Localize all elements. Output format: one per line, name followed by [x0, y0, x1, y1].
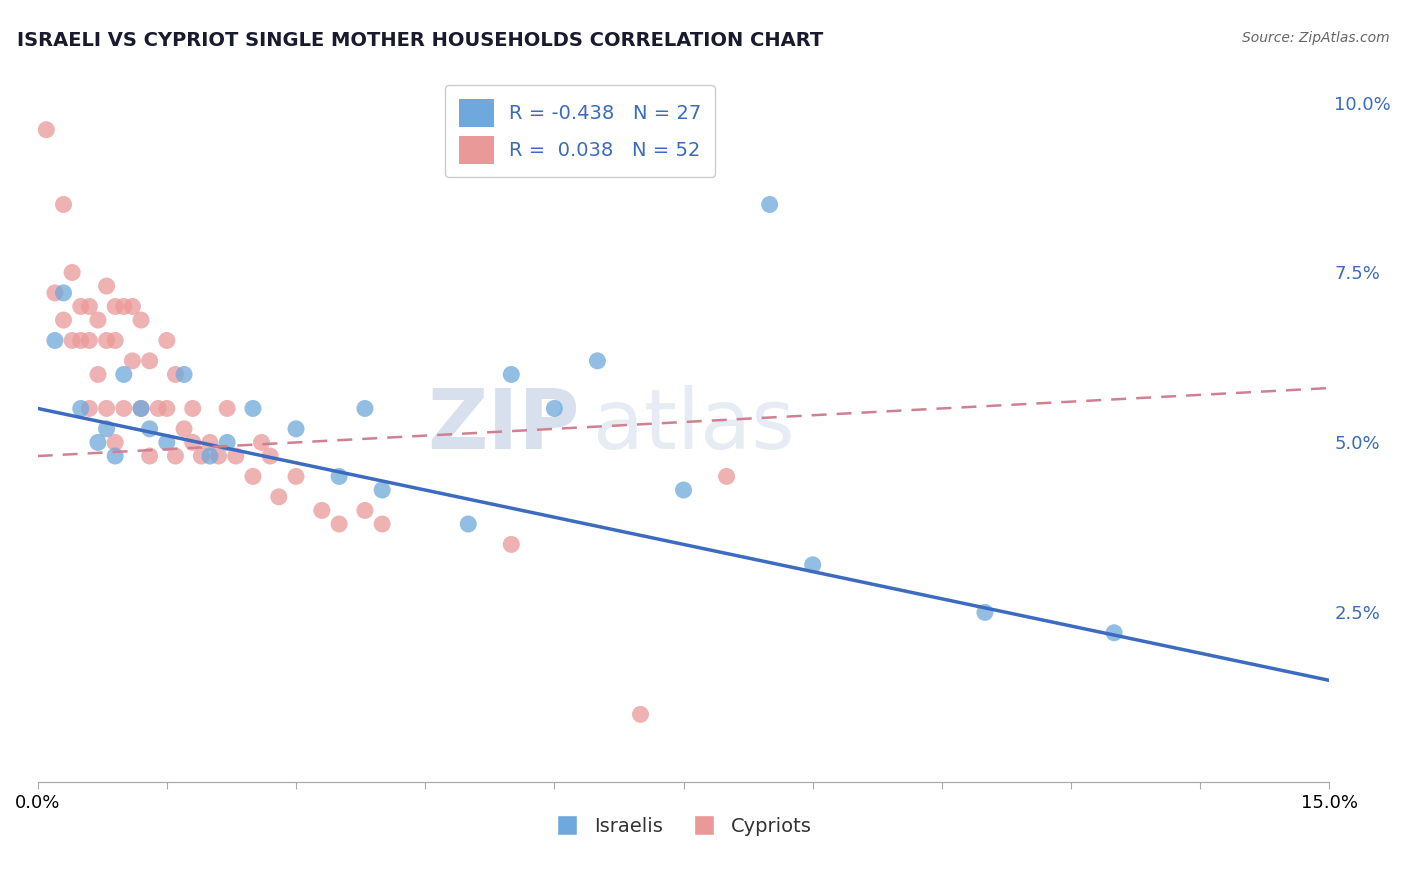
Point: [112, 401, 135, 416]
Point: [69, 300, 91, 314]
Point: [217, 401, 239, 416]
Point: [104, 449, 127, 463]
Point: [44, 285, 66, 300]
Point: [267, 490, 290, 504]
Point: [69, 334, 91, 348]
Point: [44, 334, 66, 348]
Point: [181, 435, 204, 450]
Point: [79, 334, 101, 348]
Point: [173, 422, 195, 436]
Point: [242, 469, 264, 483]
Point: [104, 334, 127, 348]
Point: [96, 401, 118, 416]
Point: [52, 313, 75, 327]
Point: [69, 401, 91, 416]
Point: [758, 197, 780, 211]
Text: ISRAELI VS CYPRIOT SINGLE MOTHER HOUSEHOLDS CORRELATION CHART: ISRAELI VS CYPRIOT SINGLE MOTHER HOUSEHO…: [17, 31, 823, 50]
Point: [60, 265, 83, 279]
Point: [225, 449, 247, 463]
Point: [60, 334, 83, 348]
Point: [165, 368, 187, 382]
Text: atlas: atlas: [593, 385, 794, 466]
Point: [52, 285, 75, 300]
Point: [138, 354, 160, 368]
Point: [52, 197, 75, 211]
Point: [173, 368, 195, 382]
Point: [87, 368, 110, 382]
Point: [104, 300, 127, 314]
Point: [138, 422, 160, 436]
Point: [974, 606, 997, 620]
Point: [198, 449, 221, 463]
Point: [112, 300, 135, 314]
Point: [129, 401, 152, 416]
Point: [354, 503, 377, 517]
Point: [79, 401, 101, 416]
Point: [207, 449, 229, 463]
Point: [156, 401, 179, 416]
Point: [285, 469, 308, 483]
Point: [311, 503, 333, 517]
Point: [801, 558, 824, 572]
Point: [165, 449, 187, 463]
Point: [242, 401, 264, 416]
Point: [96, 422, 118, 436]
Point: [79, 300, 101, 314]
Point: [371, 516, 394, 531]
Point: [121, 354, 143, 368]
Point: [156, 435, 179, 450]
Point: [129, 313, 152, 327]
Point: [543, 401, 565, 416]
Point: [121, 300, 143, 314]
Point: [371, 483, 394, 497]
Point: [259, 449, 281, 463]
Point: [96, 334, 118, 348]
Text: Source: ZipAtlas.com: Source: ZipAtlas.com: [1241, 31, 1389, 45]
Point: [156, 334, 179, 348]
Point: [250, 435, 273, 450]
Point: [96, 279, 118, 293]
Text: ZIP: ZIP: [427, 385, 581, 466]
Point: [35, 122, 58, 136]
Point: [87, 313, 110, 327]
Point: [716, 469, 738, 483]
Point: [1102, 625, 1125, 640]
Point: [217, 435, 239, 450]
Point: [328, 469, 350, 483]
Point: [112, 368, 135, 382]
Point: [457, 516, 479, 531]
Point: [354, 401, 377, 416]
Point: [328, 516, 350, 531]
Point: [181, 401, 204, 416]
Point: [501, 368, 523, 382]
Point: [138, 449, 160, 463]
Point: [190, 449, 212, 463]
Point: [87, 435, 110, 450]
Point: [586, 354, 609, 368]
Point: [129, 401, 152, 416]
Point: [148, 401, 170, 416]
Point: [104, 435, 127, 450]
Point: [630, 707, 652, 722]
Point: [501, 537, 523, 551]
Legend: Israelis, Cypriots: Israelis, Cypriots: [547, 809, 820, 844]
Point: [672, 483, 695, 497]
Point: [285, 422, 308, 436]
Point: [198, 435, 221, 450]
